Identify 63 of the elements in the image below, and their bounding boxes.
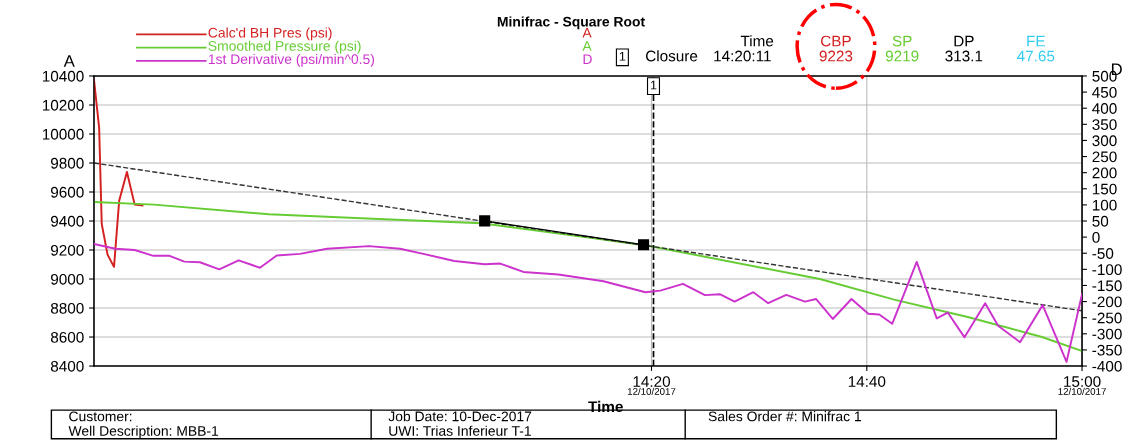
y2-tick-label: -250 (1092, 312, 1122, 324)
text: A (582, 27, 592, 38)
y-tick-label: 9400 (51, 215, 84, 227)
y-tick-label: 9200 (51, 244, 84, 256)
text: Job Date: 10-Dec-2017 (388, 411, 532, 422)
text: Sales Order #: Minifrac 1 (708, 411, 861, 422)
y2-tick-label: -150 (1092, 280, 1122, 292)
y2-tick-label: 400 (1092, 103, 1117, 114)
text: FE (1027, 35, 1045, 47)
line-series (93, 201, 1083, 353)
text: 12/10/2017 (627, 387, 676, 395)
legend-label: Calc'd BH Pres (psi) (208, 27, 332, 41)
text: A (582, 41, 592, 51)
y-tick-label: 9000 (51, 273, 84, 285)
text: 47.65 (1017, 50, 1055, 62)
y-axis-title: A (63, 55, 75, 67)
annotation: 1 (650, 80, 657, 90)
text: Well Description: MBB-1 (68, 425, 219, 439)
y2-tick-label: -300 (1092, 328, 1122, 340)
text: 1 (619, 51, 626, 61)
y-tick-label: 10000 (42, 128, 84, 140)
y-tick-label: 9600 (51, 186, 84, 198)
line-series (93, 242, 1083, 363)
text: 14:20:11 (714, 50, 771, 62)
x-tick-label: 15:00 (1064, 376, 1101, 387)
text: SP (892, 35, 912, 47)
x-tick-label: 14:40 (848, 376, 886, 387)
text: Customer: (69, 411, 132, 422)
legend-label: Smoothed Pressure (psi) (208, 40, 361, 54)
y-tick-label: 9800 (51, 157, 84, 169)
y2-tick-label: -350 (1092, 344, 1122, 356)
text: CBP (821, 35, 851, 47)
y2-tick-label: 150 (1092, 183, 1117, 195)
y2-tick-label: -50 (1092, 248, 1114, 259)
y2-tick-label: 200 (1092, 167, 1117, 179)
y2-tick-label: -400 (1092, 360, 1122, 372)
text: DP (954, 35, 974, 47)
y2-tick-label: 50 (1092, 215, 1109, 227)
legend-label: 1st Derivative (psi/min^0.5) (208, 53, 375, 67)
y2-tick-label: 350 (1092, 119, 1117, 131)
y2-tick-label: -200 (1092, 296, 1122, 308)
text: 9219 (885, 50, 919, 62)
text: UWI: Trias Inferieur T-1 (389, 425, 531, 436)
y-tick-label: 8600 (50, 331, 84, 343)
text: 9223 (819, 50, 853, 62)
y2-tick-label: 100 (1092, 199, 1117, 211)
x-axis-title: Time (588, 400, 623, 413)
y-tick-label: 10400 (42, 70, 84, 82)
y-tick-label: 8400 (50, 360, 84, 372)
y2-tick-label: 450 (1092, 86, 1117, 98)
y-tick-label: 10200 (42, 99, 84, 111)
text: 313.1 (945, 50, 983, 62)
y2-axis-title: D (583, 54, 592, 64)
x-tick-label: 14:20 (633, 376, 671, 387)
y2-tick-label: 300 (1092, 135, 1117, 147)
text: Closure (646, 50, 698, 62)
chart-title: Minifrac - Square Root (497, 16, 645, 30)
text: 12/10/2017 (1058, 387, 1106, 395)
y-tick-label: 8800 (50, 302, 84, 314)
y2-tick-label: 0 (1092, 231, 1100, 243)
text: Time (740, 35, 774, 47)
y2-tick-label: 250 (1092, 151, 1117, 163)
y2-tick-label: -100 (1092, 264, 1122, 276)
